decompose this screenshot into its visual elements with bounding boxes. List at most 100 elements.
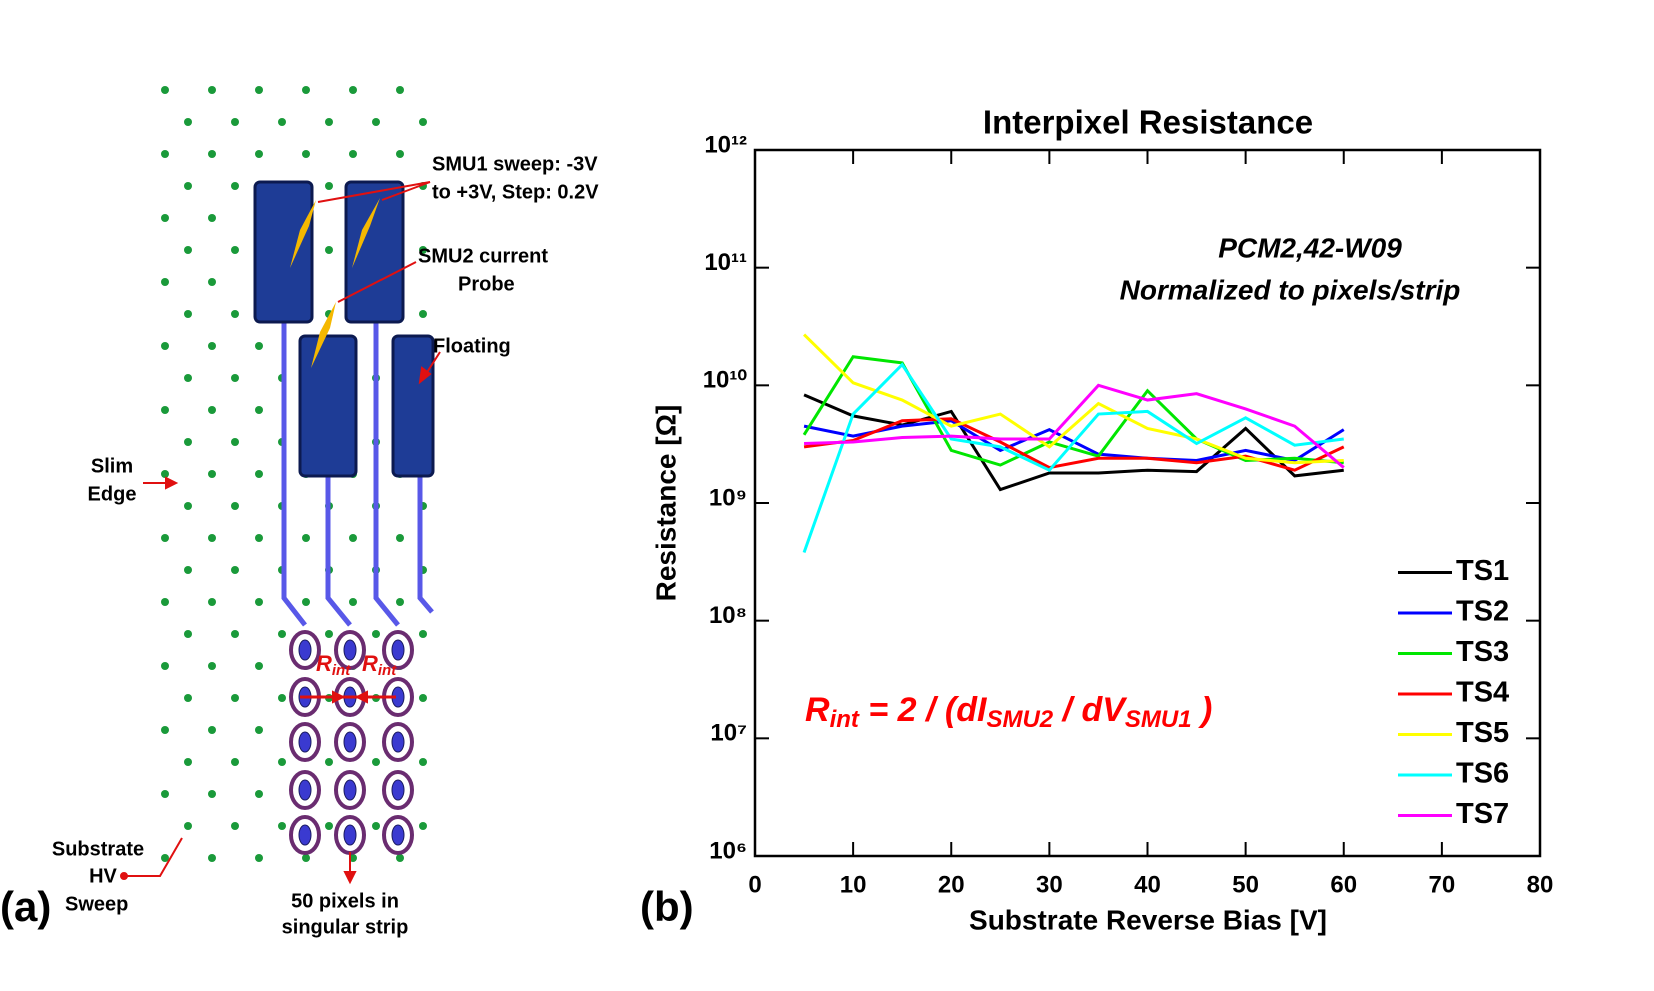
pixel-dot	[302, 854, 310, 862]
arrow-head	[418, 366, 432, 385]
callout-line	[126, 837, 183, 877]
pixel-dot	[419, 118, 427, 126]
pixel-dot	[161, 662, 169, 670]
pixel-dot	[208, 662, 216, 670]
pixel-pad-inner	[391, 779, 405, 801]
x-tick-label: 80	[1527, 871, 1554, 898]
legend-label: TS1	[1456, 555, 1509, 587]
pixel-dot	[325, 246, 333, 254]
pixel-dot	[255, 854, 263, 862]
smu2-label: Probe	[458, 273, 515, 295]
pixel-dot	[184, 310, 192, 318]
pixel-dot	[161, 150, 169, 158]
trace	[417, 476, 434, 614]
pixel-dot	[208, 598, 216, 606]
pixel-pad-inner	[298, 731, 312, 753]
pixel-dot	[419, 630, 427, 638]
pixel-dot	[208, 406, 216, 414]
pixel-dot	[255, 790, 263, 798]
pixel-dot	[255, 726, 263, 734]
marker	[120, 872, 128, 880]
x-tick-label: 50	[1232, 871, 1259, 898]
callout-line	[317, 181, 431, 203]
rint-label: Rint	[316, 651, 351, 679]
rint-main: R	[316, 651, 332, 676]
rint-sub: int	[378, 662, 397, 679]
pixel-dot	[372, 822, 380, 830]
pixel-dot	[255, 470, 263, 478]
x-tick-label: 30	[1036, 871, 1063, 898]
pixel-dot	[325, 118, 333, 126]
rint-label: Rint	[362, 651, 397, 679]
slim-edge-label: Edge	[88, 483, 137, 505]
callouts	[120, 181, 441, 885]
pixel-dot	[349, 534, 357, 542]
pixel-dot	[184, 182, 192, 190]
series-line	[804, 383, 1345, 469]
substrate-label: Sweep	[65, 893, 128, 915]
pixel-dot	[372, 630, 380, 638]
y-axis-label: Resistance [Ω]	[650, 405, 681, 602]
pixel-dot	[419, 694, 427, 702]
x-axis-label: Substrate Reverse Bias [V]	[969, 904, 1327, 935]
strip-label: 50 pixels in	[291, 890, 399, 912]
pixel-dot	[208, 342, 216, 350]
pixel-dot	[419, 822, 427, 830]
substrate-label: HV	[89, 865, 117, 887]
y-tick-label: 10¹²	[704, 131, 747, 158]
pixel-dot	[161, 726, 169, 734]
pad	[344, 180, 405, 324]
pixel-dot	[231, 758, 239, 766]
pixel-dot	[208, 86, 216, 94]
pad	[298, 334, 358, 478]
pixel-dot	[278, 630, 286, 638]
pixel-dot	[278, 822, 286, 830]
formula-subscript: int	[830, 706, 860, 733]
pixel-dot	[325, 758, 333, 766]
probes	[290, 198, 380, 368]
formula-part: )	[1192, 691, 1213, 729]
traces	[281, 322, 434, 627]
pixel-dot	[231, 182, 239, 190]
formula-subscript: SMU2	[986, 706, 1053, 733]
trace	[281, 322, 307, 627]
pixel-dot	[161, 278, 169, 286]
pixel-dot	[184, 374, 192, 382]
pixel-dot	[231, 566, 239, 574]
substrate-label: Substrate	[52, 838, 144, 860]
pixel-dot	[231, 246, 239, 254]
pixel-dot	[231, 502, 239, 510]
pixel-pad-inner	[343, 779, 357, 801]
pixel-dot	[161, 214, 169, 222]
trace	[325, 476, 352, 627]
pixel-dot	[184, 694, 192, 702]
panel-label: (b)	[640, 883, 694, 930]
rint-sub: int	[332, 662, 351, 679]
pixel-dot	[231, 310, 239, 318]
formula-subscript: SMU1	[1125, 706, 1192, 733]
pixel-dot	[419, 758, 427, 766]
pixel-dot	[231, 630, 239, 638]
formula-part: = 2 / (dI	[859, 691, 988, 729]
pixel-dot	[278, 694, 286, 702]
y-tick-label: 10⁹	[709, 484, 747, 511]
annotation: Normalized to pixels/strip	[1120, 274, 1461, 305]
pixel-dot	[396, 150, 404, 158]
pixel-dot	[184, 566, 192, 574]
pixel-dot	[349, 150, 357, 158]
pixel-dot	[325, 182, 333, 190]
arrow-head	[343, 871, 357, 885]
chart-title: Interpixel Resistance	[983, 104, 1313, 141]
y-tick-label: 10¹⁰	[703, 367, 748, 394]
pixel-dot	[184, 246, 192, 254]
legend-label: TS2	[1456, 596, 1509, 628]
pixel-pad-inner	[391, 639, 405, 661]
probe	[290, 200, 316, 268]
pixel-dot	[255, 662, 263, 670]
y-tick-label: 10⁸	[709, 602, 747, 629]
pixel-pad-inner	[343, 731, 357, 753]
legend-label: TS5	[1456, 717, 1509, 749]
pixel-dot	[208, 854, 216, 862]
